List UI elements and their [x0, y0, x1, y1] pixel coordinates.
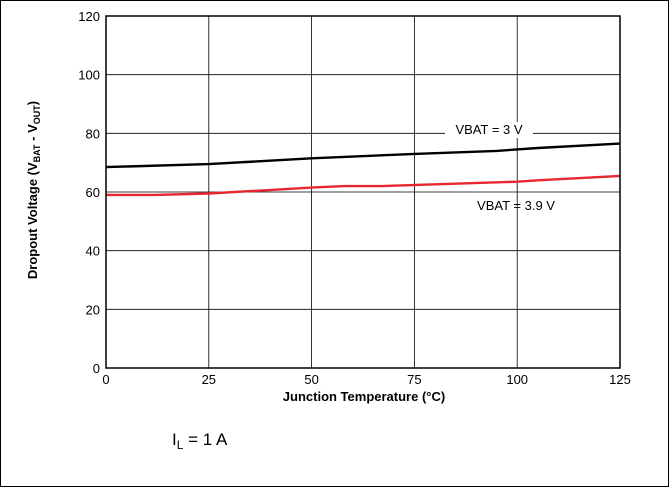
condition-sub: L	[177, 438, 184, 452]
y-tick-labels: 0 20 40 60 80 100 120	[78, 9, 100, 376]
y-tick-label-60: 60	[86, 185, 100, 200]
y-axis-title: Dropout Voltage (VBAT - VOUT)	[25, 101, 42, 279]
series-label-1: VBAT = 3 V	[455, 122, 522, 137]
series-label-bg-1	[445, 122, 533, 138]
x-tick-label-25: 25	[202, 372, 216, 387]
x-tick-label-50: 50	[304, 372, 318, 387]
x-axis-title: Junction Temperature (°C)	[283, 389, 445, 404]
x-tick-label-100: 100	[506, 372, 528, 387]
x-tick-label-0: 0	[102, 372, 109, 387]
condition-suffix: = 1 A	[183, 430, 228, 449]
y-tick-label-120: 120	[78, 9, 100, 24]
y-axis-title-suffix: )	[25, 101, 40, 105]
series-line-2	[106, 174, 621, 197]
condition-prefix: I	[172, 430, 177, 449]
series-label-2: VBAT = 3.9 V	[477, 198, 555, 213]
y-axis-title-mid: - V	[25, 124, 40, 145]
series-labels: VBAT = 3 V VBAT = 3.9 V	[445, 122, 555, 213]
grid-lines	[105, 15, 621, 369]
x-tick-labels: 0 25 50 75 100 125	[102, 372, 630, 387]
series-layer	[105, 142, 621, 197]
y-tick-label-100: 100	[78, 68, 100, 83]
y-tick-label-20: 20	[86, 302, 100, 317]
x-tick-label-75: 75	[407, 372, 421, 387]
x-tick-label-125: 125	[609, 372, 631, 387]
y-axis-title-sub2: OUT	[32, 105, 42, 125]
condition-annotation: IL = 1 A	[172, 430, 228, 452]
y-axis-title-sub1: BAT	[32, 144, 42, 162]
y-tick-label-80: 80	[86, 126, 100, 141]
y-tick-label-0: 0	[93, 361, 100, 376]
y-axis-title-prefix: Dropout Voltage (V	[25, 162, 40, 279]
plot-area-border	[105, 15, 621, 369]
series-line-1	[105, 142, 621, 169]
y-tick-label-40: 40	[86, 244, 100, 259]
